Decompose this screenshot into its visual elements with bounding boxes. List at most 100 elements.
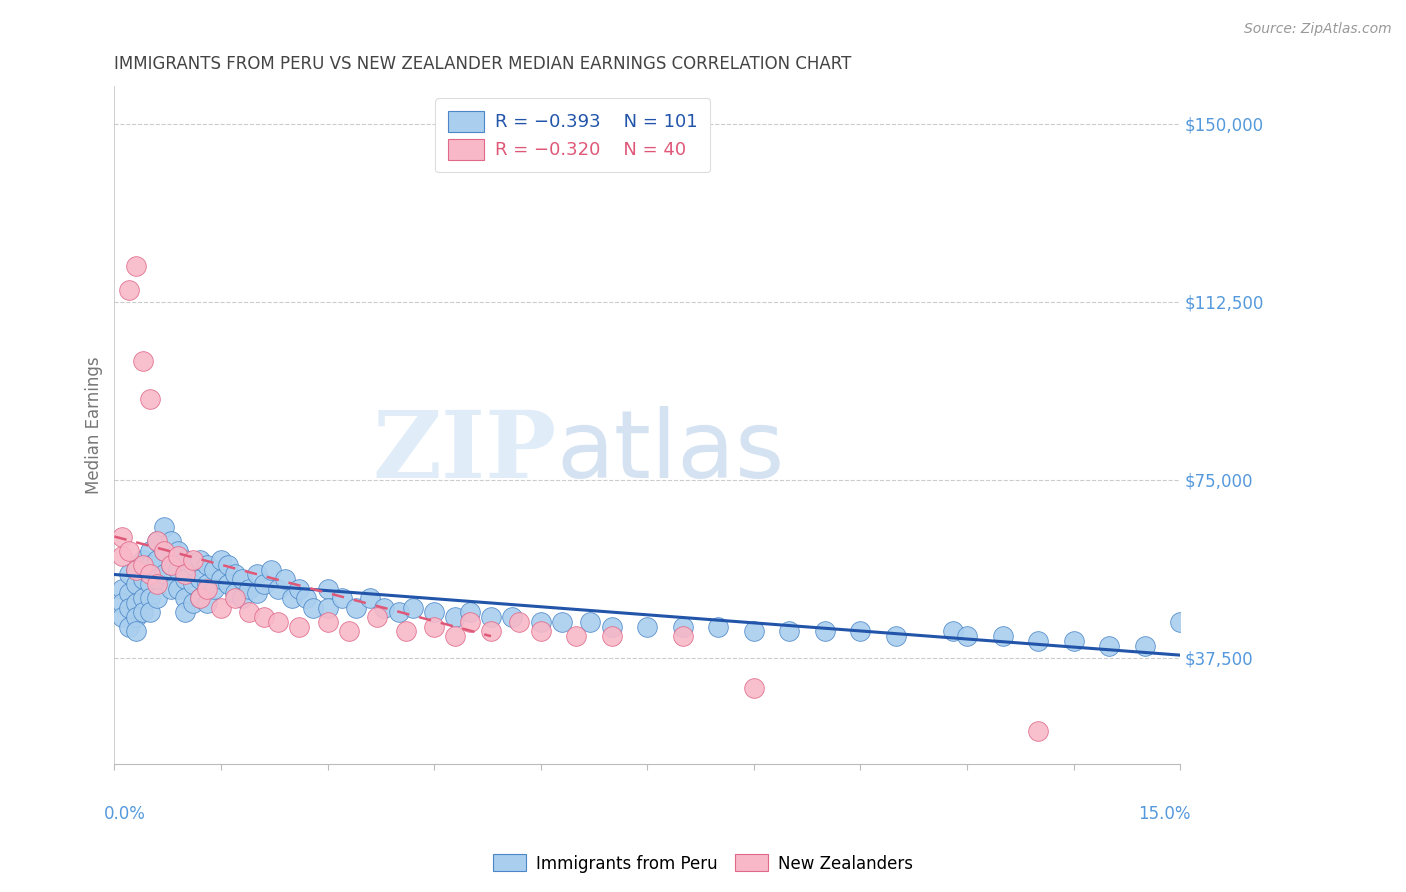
Point: [402, 600, 425, 615]
Point: [260, 563, 283, 577]
Point: [814, 624, 837, 639]
Point: [330, 591, 353, 606]
Point: [125, 563, 148, 577]
Point: [153, 543, 176, 558]
Point: [195, 577, 218, 591]
Point: [195, 582, 218, 596]
Point: [458, 606, 481, 620]
Point: [359, 591, 381, 606]
Legend: Immigrants from Peru, New Zealanders: Immigrants from Peru, New Zealanders: [486, 847, 920, 880]
Point: [1168, 615, 1191, 629]
Point: [530, 624, 553, 639]
Point: [139, 392, 162, 406]
Point: [167, 549, 190, 563]
Point: [579, 615, 602, 629]
Point: [117, 543, 139, 558]
Point: [146, 534, 169, 549]
Point: [110, 596, 132, 610]
Point: [245, 567, 267, 582]
Text: 0.0%: 0.0%: [104, 805, 146, 823]
Point: [1133, 639, 1156, 653]
Point: [139, 558, 162, 572]
Point: [146, 591, 169, 606]
Point: [458, 615, 481, 629]
Point: [174, 567, 197, 582]
Point: [160, 582, 183, 596]
Point: [231, 591, 253, 606]
Point: [252, 610, 274, 624]
Point: [146, 534, 169, 549]
Point: [316, 582, 339, 596]
Point: [316, 615, 339, 629]
Point: [132, 553, 155, 567]
Point: [1026, 724, 1049, 739]
Point: [117, 283, 139, 297]
Point: [174, 606, 197, 620]
Point: [167, 543, 190, 558]
Point: [160, 558, 183, 572]
Point: [125, 259, 148, 273]
Point: [551, 615, 574, 629]
Point: [139, 591, 162, 606]
Point: [153, 567, 176, 582]
Point: [146, 572, 169, 586]
Point: [110, 610, 132, 624]
Point: [125, 610, 148, 624]
Point: [423, 620, 446, 634]
Point: [274, 572, 297, 586]
Point: [188, 591, 211, 606]
Point: [125, 577, 148, 591]
Point: [195, 596, 218, 610]
Point: [167, 563, 190, 577]
Point: [217, 558, 239, 572]
Point: [146, 553, 169, 567]
Point: [139, 567, 162, 582]
Point: [600, 620, 623, 634]
Point: [238, 606, 260, 620]
Point: [132, 591, 155, 606]
Point: [174, 572, 197, 586]
Point: [672, 620, 695, 634]
Point: [600, 629, 623, 643]
Point: [1063, 634, 1085, 648]
Point: [181, 553, 204, 567]
Point: [160, 534, 183, 549]
Point: [167, 582, 190, 596]
Point: [1098, 639, 1121, 653]
Point: [110, 582, 132, 596]
Point: [209, 553, 232, 567]
Text: IMMIGRANTS FROM PERU VS NEW ZEALANDER MEDIAN EARNINGS CORRELATION CHART: IMMIGRANTS FROM PERU VS NEW ZEALANDER ME…: [114, 55, 852, 73]
Point: [288, 582, 311, 596]
Point: [742, 624, 765, 639]
Point: [125, 596, 148, 610]
Text: Source: ZipAtlas.com: Source: ZipAtlas.com: [1244, 22, 1392, 37]
Point: [849, 624, 872, 639]
Point: [316, 600, 339, 615]
Point: [217, 577, 239, 591]
Point: [501, 610, 523, 624]
Point: [117, 600, 139, 615]
Point: [267, 582, 290, 596]
Point: [245, 586, 267, 600]
Point: [479, 624, 502, 639]
Point: [188, 553, 211, 567]
Text: 15.0%: 15.0%: [1139, 805, 1191, 823]
Point: [956, 629, 979, 643]
Point: [366, 610, 388, 624]
Point: [209, 600, 232, 615]
Point: [302, 600, 325, 615]
Point: [267, 615, 290, 629]
Point: [153, 520, 176, 534]
Point: [125, 563, 148, 577]
Point: [132, 572, 155, 586]
Point: [991, 629, 1014, 643]
Point: [288, 620, 311, 634]
Point: [344, 600, 367, 615]
Point: [395, 624, 418, 639]
Point: [139, 606, 162, 620]
Point: [707, 620, 730, 634]
Point: [125, 624, 148, 639]
Text: atlas: atlas: [557, 406, 785, 498]
Point: [181, 558, 204, 572]
Point: [444, 610, 467, 624]
